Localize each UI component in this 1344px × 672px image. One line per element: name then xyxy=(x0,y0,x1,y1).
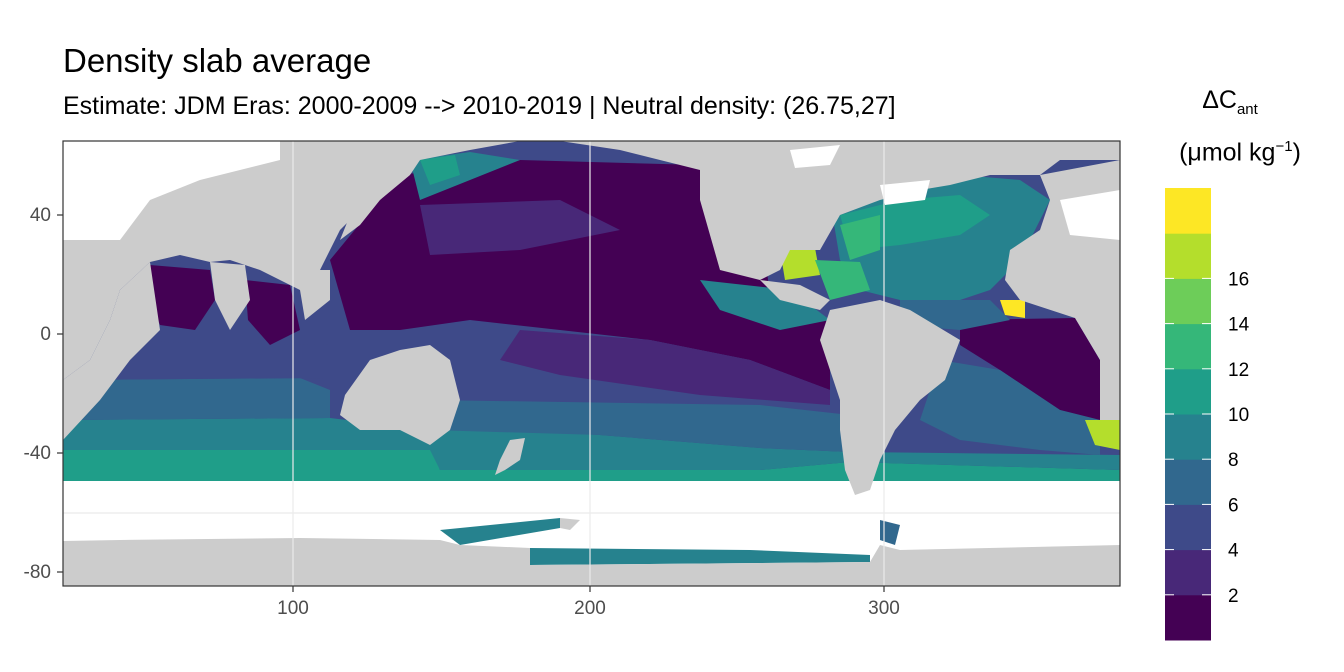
australia xyxy=(340,345,460,445)
new-zealand xyxy=(495,438,525,475)
west-africa-patch xyxy=(1000,300,1025,318)
legend-break-label: 14 xyxy=(1228,315,1250,336)
legend-swatch xyxy=(1165,278,1211,325)
x-tick-label-100: 100 xyxy=(277,598,309,619)
bay-of-bengal xyxy=(245,280,300,345)
gulf-of-mexico xyxy=(780,248,820,280)
y-tick-label-minus80: -80 xyxy=(24,562,51,583)
legend-break-label: 8 xyxy=(1228,450,1239,471)
south-atlantic-band xyxy=(920,360,1100,455)
africa-east xyxy=(63,262,160,440)
indochina xyxy=(290,270,330,320)
arabian-sea xyxy=(150,265,215,330)
antarctic-island xyxy=(560,518,580,530)
y-tick-label-40: 40 xyxy=(30,205,51,226)
legend-title-sub: ant xyxy=(1236,101,1258,118)
okhotsk-patch xyxy=(420,155,460,185)
greenland xyxy=(930,141,1000,170)
chart-title: Density slab average xyxy=(63,42,372,79)
north-america xyxy=(560,141,1120,280)
legend-swatch xyxy=(1165,188,1211,234)
legend-unit: (μmol kg−1) xyxy=(1160,138,1320,167)
legend-swatch xyxy=(1165,594,1211,641)
legend-colorbar xyxy=(1165,188,1211,641)
legend-swatch xyxy=(1165,549,1211,596)
no-data-band xyxy=(63,481,1120,541)
south-atlantic-core xyxy=(960,318,1100,420)
gridlines xyxy=(63,141,1120,586)
no-data-baltic xyxy=(1060,190,1120,240)
legend-swatch xyxy=(1165,414,1211,460)
central-america xyxy=(760,280,830,310)
east-asia xyxy=(340,141,520,240)
legend-unit-sup: −1 xyxy=(1275,138,1293,155)
x-tick-label-300: 300 xyxy=(868,598,900,619)
legend-swatch xyxy=(1165,323,1211,370)
no-data-hudson xyxy=(880,180,930,205)
caribbean xyxy=(815,260,870,300)
eastern-tropical-pacific xyxy=(700,280,830,330)
legend-swatch xyxy=(1165,233,1211,279)
y-tick-label-minus40: -40 xyxy=(24,443,51,464)
legend-unit-prefix: (μmol kg xyxy=(1179,138,1276,167)
no-data-mediterranean xyxy=(63,141,280,240)
antarctica xyxy=(63,538,1120,586)
south-pacific-band xyxy=(500,330,830,405)
axis-ticks xyxy=(57,214,885,592)
legend-swatch xyxy=(1165,459,1211,505)
pacific-south-band xyxy=(430,400,850,452)
weddell-patch xyxy=(880,520,900,545)
no-data-patches xyxy=(63,141,1120,240)
south-america xyxy=(820,300,960,495)
indian-south-band xyxy=(63,378,330,420)
legend-labels: 2 4 6 8 10 12 14 16 xyxy=(1228,269,1250,606)
legend-swatch xyxy=(1165,504,1211,551)
legend-break-label: 12 xyxy=(1228,360,1249,381)
legend-swatch xyxy=(1165,368,1211,415)
benguela-patch xyxy=(1085,420,1120,450)
eurasia-africa-left xyxy=(63,141,420,380)
legend-title: ΔCant xyxy=(1175,86,1285,118)
x-tick-label-200: 200 xyxy=(574,598,606,619)
antarctic-shelf-band xyxy=(530,548,870,565)
north-pacific-band xyxy=(420,200,620,255)
legend-title-symbol: ΔC xyxy=(1202,86,1237,114)
y-tick-label-0: 0 xyxy=(40,324,51,345)
ross-sea-band xyxy=(440,518,560,545)
legend-break-label: 4 xyxy=(1228,541,1239,562)
legend-break-label: 10 xyxy=(1228,405,1249,426)
no-data-arctic xyxy=(790,145,840,168)
chart-subtitle: Estimate: JDM Eras: 2000-2009 --> 2010-2… xyxy=(63,92,896,120)
legend-unit-suffix: ) xyxy=(1292,138,1301,167)
legend-break-label: 16 xyxy=(1228,269,1249,290)
gulf-stream xyxy=(840,215,880,260)
india xyxy=(210,262,250,330)
panel-border xyxy=(62,140,1121,587)
map-panel xyxy=(63,141,1120,586)
legend-break-label: 2 xyxy=(1228,586,1239,607)
legend-break-label: 6 xyxy=(1228,495,1239,516)
